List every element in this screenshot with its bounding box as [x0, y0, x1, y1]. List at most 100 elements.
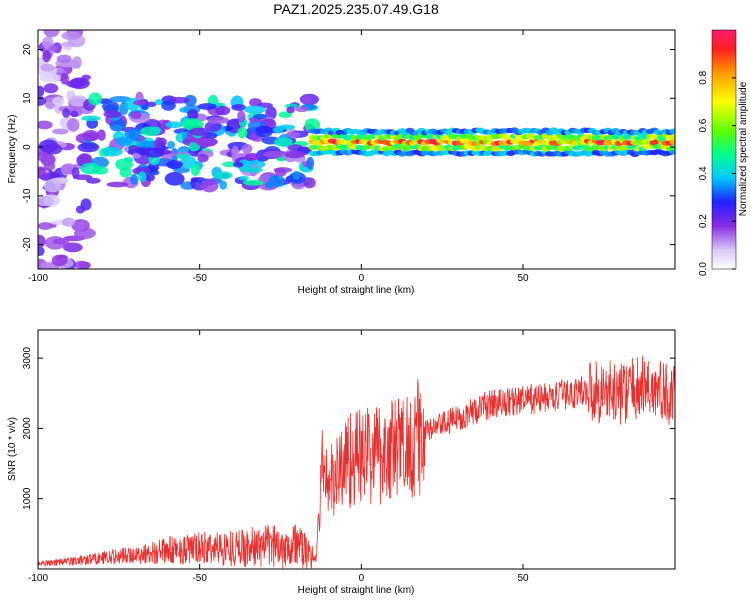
heatmap-cell: [133, 99, 147, 106]
heatmap-cell: [168, 96, 190, 104]
heatmap-cell: [669, 128, 675, 134]
heatmap-cell: [43, 179, 62, 193]
y-tick-label: 1000: [22, 487, 33, 510]
heatmap-cell: [181, 118, 204, 131]
heatmap-cell: [669, 149, 675, 155]
heatmap-cell: [38, 234, 46, 248]
heatmap-cell: [243, 179, 264, 186]
x-tick-label: 0: [359, 273, 365, 284]
heatmap-cell: [38, 85, 45, 97]
heatmap-cell: [147, 162, 160, 172]
heatmap-cell: [38, 196, 55, 207]
heatmap-cell: [38, 120, 53, 130]
snr-frame: [37, 329, 676, 570]
y-tick-label: -20: [22, 237, 33, 252]
heatmap-cell: [190, 163, 201, 176]
snr-panel: -100 -50 0 50 1000 2000 3000 Height of straigh…: [7, 329, 676, 596]
y-tick-label: -10: [22, 188, 33, 203]
heatmap-cell: [62, 242, 83, 253]
colorbar-tick-label: 0.0: [698, 262, 709, 276]
x-tick-label: 50: [517, 573, 529, 584]
heatmap-cell: [154, 98, 164, 106]
heatmap-cell: [669, 144, 675, 151]
heatmap-cell: [183, 94, 197, 107]
heatmap-cell: [92, 166, 109, 175]
heatmap-cell: [157, 137, 167, 147]
heatmap-cell: [241, 143, 253, 154]
heatmap-cell: [47, 45, 58, 51]
heatmap-cell: [167, 140, 176, 150]
heatmap-cell: [51, 254, 68, 267]
heatmap-cell: [252, 113, 268, 120]
heatmap-cell: [130, 111, 142, 119]
heatmap-cell: [215, 105, 231, 116]
heatmap-cell: [39, 73, 61, 83]
heatmap-cell: [164, 172, 185, 186]
spectrogram-cells: [38, 30, 675, 269]
heatmap-cell: [38, 222, 53, 230]
heatmap-cell: [237, 110, 246, 123]
heatmap-cell: [303, 177, 316, 189]
heatmap-cell: [60, 72, 70, 85]
heatmap-cell: [40, 63, 55, 72]
colorbar: 0.0 0.2 0.4 0.6 0.8 Normalized spectral ampl…: [698, 29, 749, 276]
heatmap-cell: [232, 161, 244, 168]
heatmap-cell: [38, 150, 48, 162]
spectrogram-y-axis-label: Frequency (Hz): [7, 115, 18, 184]
heatmap-cell: [119, 166, 132, 178]
heatmap-cell: [219, 180, 227, 190]
heatmap-cell: [284, 150, 306, 159]
heatmap-cell: [176, 153, 192, 160]
colorbar-label: Normalized spectral amplitude: [738, 81, 749, 216]
spectrogram-x-axis-label: Height of straight line (km): [298, 285, 415, 296]
heatmap-cell: [669, 139, 675, 145]
heatmap-cell: [73, 220, 86, 232]
x-tick-label: -50: [192, 573, 207, 584]
heatmap-cell: [71, 167, 80, 178]
heatmap-cell: [179, 107, 189, 113]
y-tick-label: 2000: [22, 417, 33, 440]
colorbar-tick-label: 0.2: [698, 214, 709, 228]
heatmap-cell: [273, 167, 293, 173]
y-tick-label: 10: [22, 92, 33, 104]
heatmap-cell: [264, 181, 275, 189]
x-tick-label: -100: [28, 573, 48, 584]
heatmap-cell: [113, 124, 123, 131]
heatmap-cell: [101, 101, 120, 112]
heatmap-cell: [165, 121, 184, 129]
colorbar-ticks: 0.0 0.2 0.4 0.6 0.8: [698, 70, 736, 276]
heatmap-cell: [195, 138, 218, 147]
heatmap-cell: [86, 177, 101, 184]
heatmap-cell: [52, 238, 70, 245]
heatmap-cell: [244, 105, 266, 114]
heatmap-cell: [146, 101, 157, 108]
heatmap-cell: [278, 111, 293, 118]
heatmap-cell: [43, 143, 63, 155]
colorbar-tick-label: 0.4: [698, 166, 709, 180]
heatmap-cell: [265, 106, 277, 120]
heatmap-cell: [70, 110, 79, 118]
heatmap-cell: [38, 96, 47, 106]
heatmap-cell: [242, 167, 264, 173]
heatmap-cell: [189, 127, 210, 136]
x-tick-label: 0: [359, 573, 365, 584]
y-tick-label: 20: [22, 44, 33, 56]
heatmap-cell: [38, 166, 47, 179]
heatmap-cell: [102, 147, 123, 157]
x-tick-label: -100: [28, 273, 48, 284]
heatmap-cell: [294, 106, 309, 113]
heatmap-cell: [231, 145, 240, 160]
heatmap-cell: [51, 128, 69, 135]
heatmap-cell: [62, 108, 71, 118]
heatmap-cell: [286, 131, 301, 138]
heatmap-cell: [103, 110, 122, 118]
heatmap-cell: [213, 171, 233, 180]
heatmap-cell: [62, 217, 76, 227]
heatmap-cell: [278, 124, 296, 130]
heatmap-cell: [187, 109, 199, 120]
heatmap-cell: [238, 175, 250, 181]
heatmap-cell: [97, 129, 106, 141]
heatmap-cell: [237, 126, 248, 139]
